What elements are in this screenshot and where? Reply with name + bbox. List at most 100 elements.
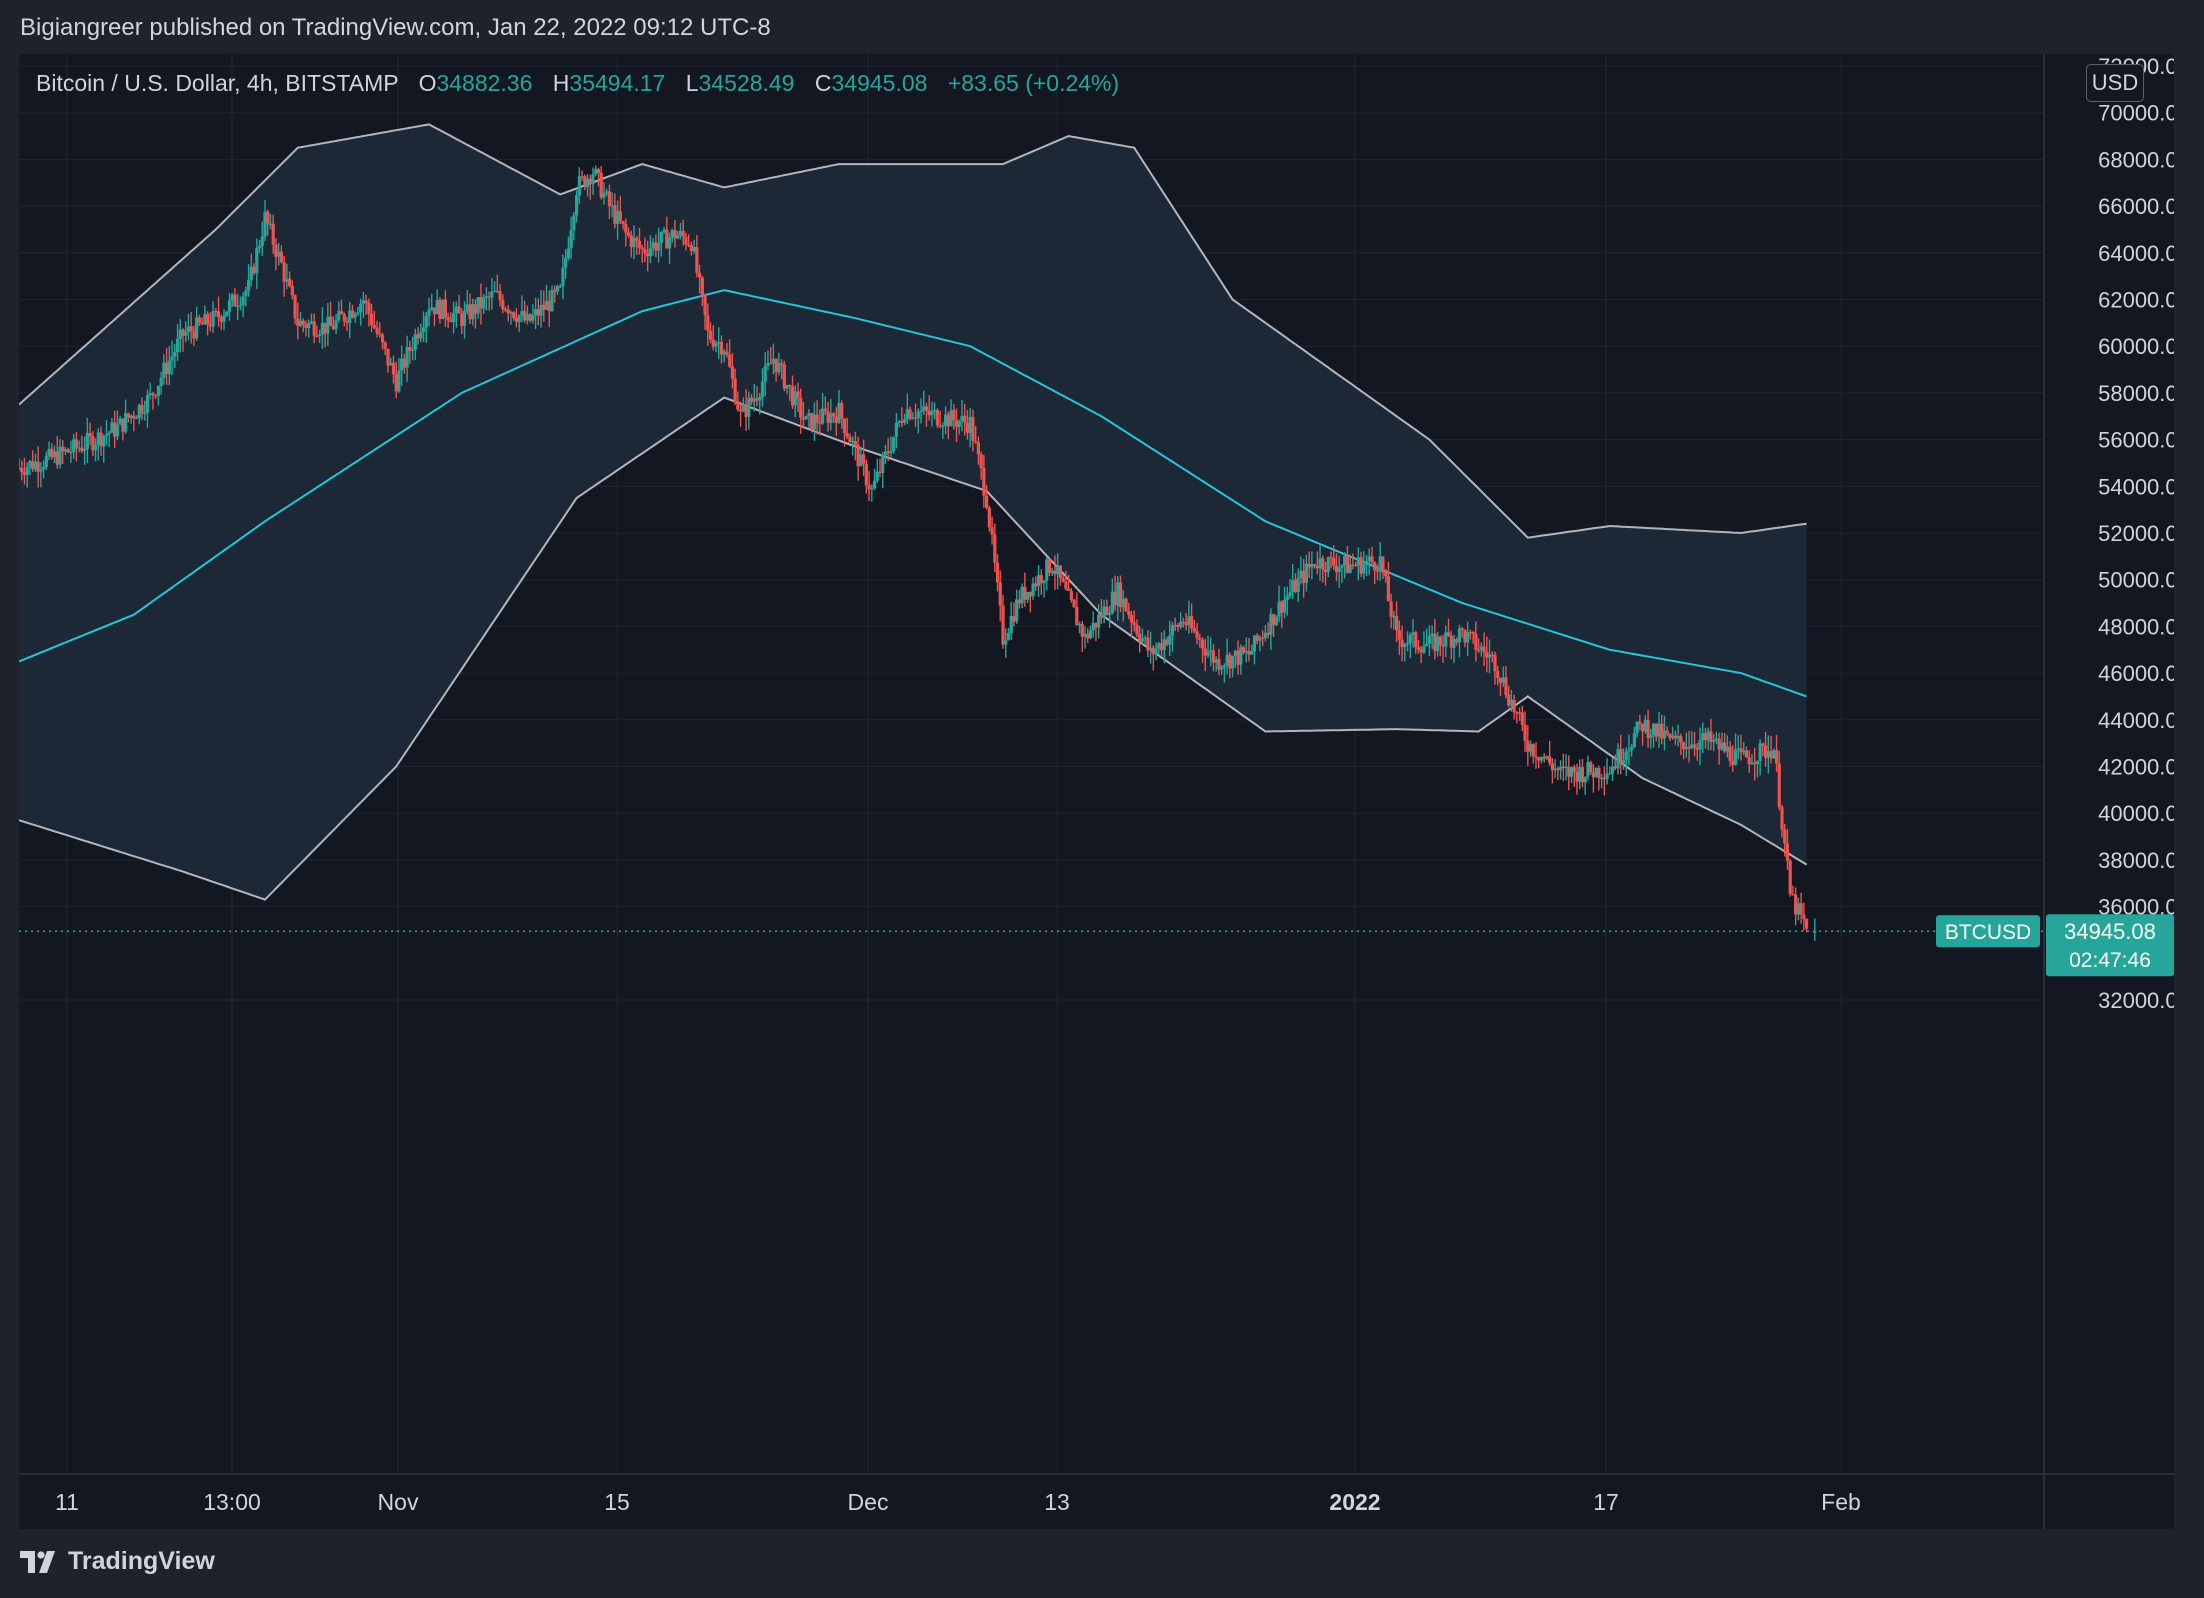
candle-body — [266, 211, 270, 224]
candle-body — [1466, 631, 1470, 643]
candle-body — [1307, 563, 1311, 568]
candle-body — [1597, 768, 1601, 779]
candle-body — [1405, 643, 1410, 645]
chart-area[interactable]: 72000.0070000.0068000.0066000.0064000.00… — [19, 54, 2174, 1529]
candle-body — [1460, 628, 1464, 631]
candle-body — [1190, 616, 1194, 629]
candle-body — [1195, 631, 1199, 639]
low-value: 34528.49 — [698, 70, 795, 96]
candle-body — [118, 418, 122, 425]
candle-body — [446, 316, 450, 321]
candle-body — [1747, 757, 1751, 765]
candle-body — [72, 439, 76, 452]
candle-body — [290, 286, 294, 296]
candle-body — [1764, 745, 1768, 758]
candle-body — [979, 454, 983, 468]
candle-body — [1187, 616, 1191, 626]
candle-body — [1384, 572, 1388, 577]
candle-body — [1293, 579, 1298, 592]
candle-body — [441, 299, 445, 319]
candle-body — [886, 451, 890, 453]
candle-body — [1496, 671, 1500, 678]
tradingview-logo[interactable]: TradingView — [20, 1547, 215, 1576]
candle-body — [1446, 632, 1451, 636]
candle-body — [257, 245, 262, 249]
candle-body — [1083, 633, 1087, 637]
candle-body — [1231, 656, 1235, 669]
candle-body — [271, 223, 275, 245]
candle-body — [807, 413, 811, 416]
candle-body — [435, 299, 439, 315]
candle-body — [621, 221, 625, 225]
candle-body — [1482, 646, 1486, 653]
candle-body — [897, 420, 901, 423]
candle-body — [1206, 651, 1210, 656]
candle-body — [1537, 757, 1541, 761]
candle-body — [25, 467, 29, 475]
candle-body — [1717, 738, 1721, 750]
candle-body — [391, 362, 396, 375]
change-value: +83.65 (+0.24%) — [947, 70, 1120, 96]
candle-body — [216, 311, 221, 318]
candle-body — [1701, 733, 1705, 741]
candle-body — [1572, 767, 1576, 772]
candle-body — [42, 467, 46, 470]
candle-body — [1651, 723, 1656, 736]
candle-body — [1794, 894, 1798, 915]
candle-body — [219, 317, 223, 322]
candle-body — [1282, 599, 1287, 613]
price-chart[interactable]: 72000.0070000.0068000.0066000.0064000.00… — [19, 54, 2174, 1529]
candle-body — [1578, 767, 1582, 782]
candle-body — [1241, 647, 1246, 653]
candle-body — [1654, 723, 1658, 737]
candle-body — [495, 290, 499, 293]
currency-button[interactable]: USD — [2086, 64, 2144, 102]
candle-body — [315, 335, 319, 337]
candle-body — [618, 211, 622, 222]
candle-body — [1712, 740, 1716, 742]
candle-body — [1181, 621, 1185, 624]
candle-body — [1583, 776, 1587, 783]
candle-body — [1168, 635, 1172, 645]
candle-body — [1580, 767, 1585, 783]
candle-body — [126, 413, 130, 418]
candle-body — [427, 309, 431, 316]
candle-body — [837, 403, 841, 423]
candle-body — [703, 294, 707, 316]
candle-body — [695, 247, 699, 273]
candle-body — [812, 414, 816, 430]
candle-body — [1575, 771, 1579, 782]
candle-body — [1493, 654, 1497, 672]
candle-body — [462, 310, 467, 326]
candle-body — [1676, 736, 1680, 739]
candle-body — [143, 412, 147, 415]
candle-body — [1485, 652, 1489, 658]
candle-body — [1378, 556, 1382, 572]
candle-body — [1291, 579, 1295, 593]
candle-body — [173, 352, 177, 357]
candle-body — [998, 582, 1002, 606]
y-tick-label: 62000.00 — [2098, 288, 2174, 313]
candle-body — [1373, 562, 1377, 571]
candle-body — [74, 439, 78, 448]
candle-body — [531, 314, 535, 321]
candle-body — [1105, 606, 1109, 616]
candle-body — [288, 278, 292, 287]
candle-body — [1047, 559, 1052, 573]
candle-body — [662, 229, 666, 232]
candle-body — [818, 422, 822, 424]
candle-body — [629, 235, 633, 248]
y-tick-label: 70000.00 — [2098, 101, 2174, 126]
candle-body — [1471, 631, 1475, 634]
candle-body — [831, 413, 836, 417]
candle-body — [736, 402, 740, 410]
candle-body — [1520, 712, 1524, 725]
candle-body — [1228, 654, 1232, 669]
candle-body — [47, 448, 51, 457]
x-tick-label: 2022 — [1329, 1489, 1380, 1515]
candle-body — [1780, 807, 1784, 830]
candle-body — [1389, 601, 1393, 618]
candle-body — [484, 296, 488, 298]
candle-body — [796, 391, 800, 399]
candle-body — [971, 416, 975, 442]
